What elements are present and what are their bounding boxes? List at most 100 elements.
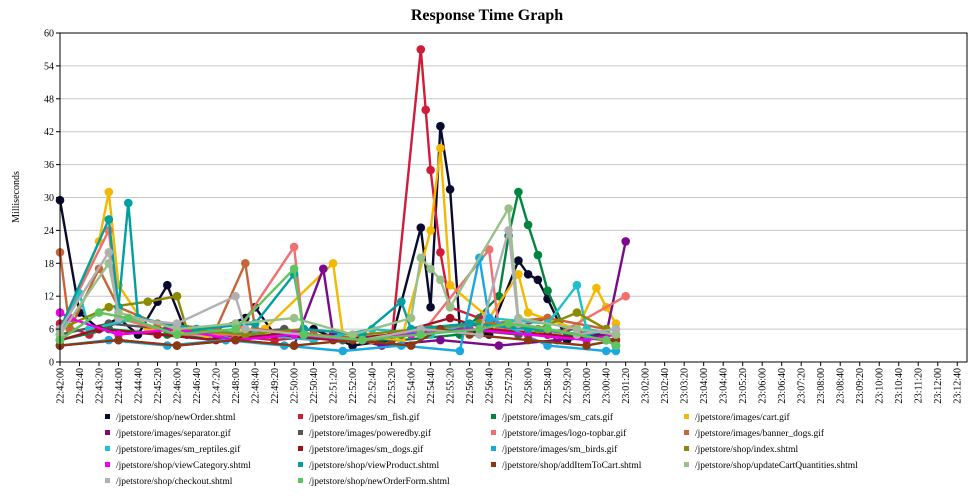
legend-item: /jpetstore/images/separator.gif (105, 428, 232, 439)
legend-item: /jpetstore/images/logo-topbar.gif (491, 428, 627, 439)
legend-label: /jpetstore/shop/newOrderForm.shtml (309, 477, 450, 487)
data-point (172, 341, 182, 350)
y-tick-label: 30 (44, 193, 54, 204)
legend-label: /jpetstore/images/cart.gif (695, 412, 791, 423)
x-tick-label: 22:59:20 (563, 368, 574, 404)
legend-swatch (105, 462, 110, 467)
data-point (406, 313, 416, 323)
data-point (426, 264, 435, 274)
x-tick-label: 23:01:20 (621, 368, 632, 404)
x-tick-label: 22:44:40 (134, 368, 145, 404)
data-point (475, 324, 484, 334)
data-point (104, 302, 114, 312)
y-tick-label: 60 (44, 29, 54, 40)
data-point (231, 335, 240, 345)
x-tick-label: 23:03:20 (680, 368, 691, 404)
legend-item: /jpetstore/images/sm_reptiles.gif (105, 444, 241, 455)
data-point (338, 346, 348, 356)
x-tick-label: 23:10:40 (894, 368, 905, 404)
data-point (319, 264, 328, 274)
x-tick-label: 22:53:20 (387, 368, 398, 404)
legend-label: /jpetstore/images/sm_fish.gif (309, 412, 420, 423)
x-tick-label: 22:49:20 (270, 368, 281, 404)
data-point (328, 259, 338, 268)
x-tick-label: 23:02:00 (641, 368, 652, 404)
x-tick-label: 23:12:00 (933, 368, 944, 404)
data-point (543, 286, 552, 296)
data-point (514, 187, 523, 197)
legend-swatch (491, 446, 496, 451)
x-tick-label: 23:04:40 (719, 368, 730, 404)
data-point (241, 324, 250, 334)
data-point (436, 121, 445, 131)
legend-swatch (684, 446, 689, 451)
data-point (523, 270, 533, 279)
legend-item: /jpetstore/shop/viewCategory.shtml (105, 461, 251, 471)
legend-swatch (298, 430, 303, 435)
data-point (445, 280, 455, 290)
legend-item: /jpetstore/shop/viewProduct.shtml (298, 461, 439, 471)
data-point (445, 185, 455, 194)
data-point (504, 226, 513, 235)
x-tick-label: 22:47:20 (212, 368, 223, 404)
x-tick-label: 23:08:40 (836, 368, 847, 404)
legend-label: /jpetstore/images/sm_dogs.gif (309, 444, 424, 455)
data-point (163, 280, 172, 290)
legend-swatch (684, 430, 689, 435)
legend-item: /jpetstore/images/sm_cats.gif (491, 412, 614, 423)
x-tick-label: 22:50:40 (309, 368, 320, 404)
data-point (114, 335, 123, 345)
data-point (289, 242, 299, 252)
data-point (289, 264, 299, 274)
legend-swatch (684, 414, 689, 419)
data-point (494, 341, 504, 350)
x-tick-label: 22:56:40 (485, 368, 496, 404)
x-tick-label: 22:51:20 (329, 368, 340, 404)
legend-swatch (105, 430, 110, 435)
legend-label: /jpetstore/shop/viewProduct.shtml (309, 461, 439, 471)
x-tick-label: 22:52:00 (348, 368, 359, 404)
data-point (445, 313, 455, 323)
data-point (523, 220, 533, 230)
data-point (231, 324, 240, 334)
legend-swatch (684, 462, 689, 467)
data-point (484, 245, 494, 254)
series-line (59, 327, 617, 347)
data-point (621, 291, 630, 301)
data-point (572, 280, 582, 290)
x-tick-label: 23:02:40 (660, 368, 671, 404)
legend-label: /jpetstore/images/sm_reptiles.gif (116, 444, 241, 455)
x-tick-label: 22:57:20 (504, 368, 515, 404)
data-point (124, 198, 133, 208)
y-tick-label: 42 (44, 127, 54, 138)
legend-item: /jpetstore/images/sm_birds.gif (491, 444, 618, 455)
legend-item: /jpetstore/images/sm_fish.gif (298, 412, 420, 423)
legend-item: /jpetstore/images/sm_dogs.gif (298, 444, 424, 455)
data-point (436, 335, 445, 345)
y-tick-label: 24 (44, 226, 54, 237)
x-tick-label: 23:07:20 (797, 368, 808, 404)
legend-item: /jpetstore/shop/index.shtml (684, 445, 799, 455)
data-point (582, 341, 591, 350)
x-tick-label: 23:10:00 (875, 368, 886, 404)
data-point (592, 283, 601, 293)
data-point (621, 237, 630, 246)
legend-label: /jpetstore/shop/checkout.shtml (116, 477, 233, 487)
data-point (299, 330, 309, 339)
legend-label: /jpetstore/images/banner_dogs.gif (695, 428, 825, 439)
data-point (572, 308, 582, 317)
x-tick-label: 22:56:00 (465, 368, 476, 404)
x-tick-label: 22:42:00 (56, 368, 67, 404)
legend-label: /jpetstore/images/separator.gif (116, 428, 232, 439)
data-point (348, 330, 357, 339)
x-tick-label: 23:06:40 (777, 368, 788, 404)
x-tick-label: 22:44:00 (114, 368, 125, 404)
x-axis-ticks: 22:42:00 22:42:40 22:43:20 22:44:00 22:44:40… (56, 362, 964, 404)
legend-label: /jpetstore/shop/viewCategory.shtml (116, 461, 251, 471)
x-tick-label: 22:45:20 (153, 368, 164, 404)
x-tick-label: 23:00:40 (602, 368, 613, 404)
x-tick-label: 23:05:20 (738, 368, 749, 404)
data-point (504, 319, 513, 328)
legend-item: /jpetstore/images/poweredby.gif (298, 428, 432, 439)
data-point (421, 105, 431, 115)
